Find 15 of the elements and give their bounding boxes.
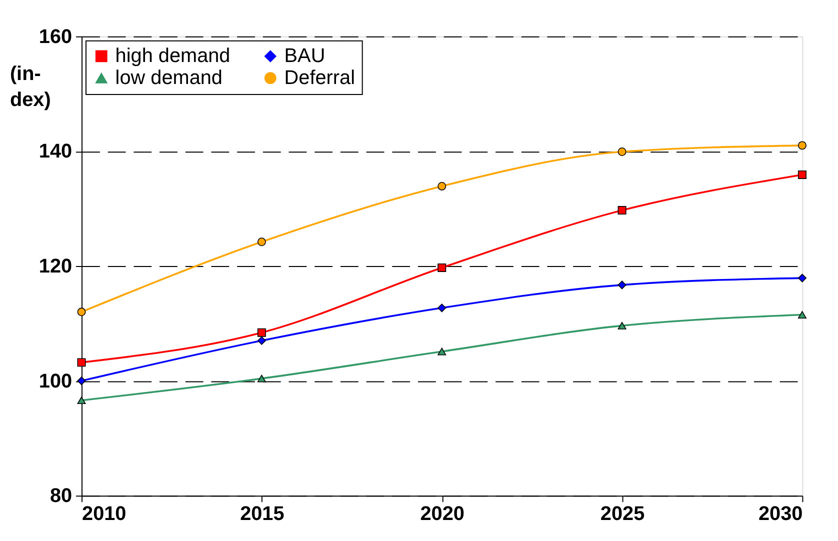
x-tick-label: 2030: [758, 502, 803, 525]
x-tick-label: 2020: [420, 502, 464, 525]
x-tick-label: 2015: [240, 502, 284, 525]
y-tick-label: 100: [38, 370, 72, 392]
y-axis-title: (in- dex): [10, 63, 51, 111]
legend-label: high demand: [115, 45, 230, 68]
legend-label: Deferral: [284, 67, 356, 90]
legend-label: low demand: [115, 67, 222, 90]
y-tick-label: 140: [38, 140, 72, 163]
y-tick-label: 120: [38, 255, 72, 278]
x-tick-label: 2010: [82, 502, 126, 525]
legend-label: BAU: [284, 45, 326, 68]
y-tick-label: 80: [50, 485, 72, 508]
x-tick-label: 2025: [600, 502, 645, 525]
y-tick-label: 160: [38, 26, 72, 48]
